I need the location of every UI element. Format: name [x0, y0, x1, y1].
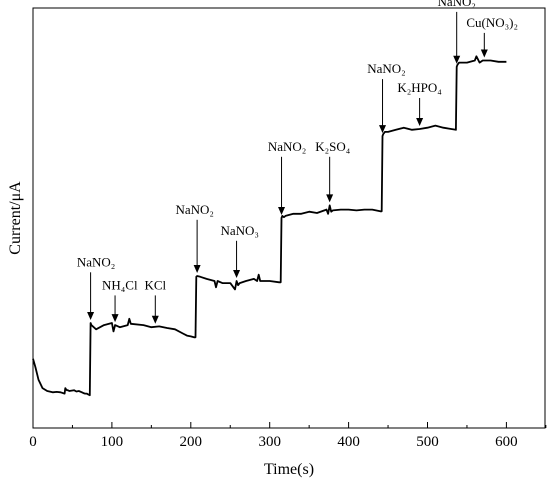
annotation-arrow-head [193, 264, 201, 273]
annotation-label: Cu(NO₃)₂ [466, 15, 518, 30]
y-axis-title: Current/μA [7, 181, 24, 255]
annotation: NaNO₂ [176, 202, 214, 273]
annotation: NaNO₃ [220, 223, 259, 278]
x-tick-label: 600 [495, 434, 518, 450]
annotation-label: NH₄Cl [102, 277, 138, 292]
x-tick-label: 500 [416, 434, 439, 450]
annotation-arrow-head [87, 312, 95, 320]
x-tick-label: 200 [180, 434, 203, 450]
annotation-label: NaNO₃ [220, 223, 258, 238]
annotation-arrow-head [151, 315, 159, 324]
annotation: NH₄Cl [102, 277, 138, 323]
annotation-arrow-head [453, 55, 461, 64]
x-axis-title: Time(s) [264, 461, 314, 478]
x-tick-label: 400 [337, 434, 360, 450]
annotation: NaNO₂ [437, 0, 476, 64]
x-tick-label: 100 [101, 434, 124, 450]
annotation-arrow-head [416, 117, 424, 126]
annotation-label: NaNO₂ [176, 202, 214, 217]
annotation-label: K₂SO₄ [315, 139, 351, 154]
annotation-arrow-head [233, 270, 241, 278]
annotation-label: NaNO₂ [367, 61, 405, 76]
annotation: NaNO₂ [77, 254, 115, 320]
annotation: NaNO₂ [367, 61, 406, 134]
annotation: NaNO₂ [268, 139, 306, 215]
x-axis-ticks: 0 100 200 300 400 500 600 [29, 422, 547, 450]
annotation: K₂HPO₄ [397, 80, 442, 126]
annotation-arrow-head [379, 125, 387, 134]
annotation-arrow-head [111, 314, 119, 323]
annotation: KCl [144, 277, 167, 324]
annotation: Cu(NO₃)₂ [466, 15, 518, 58]
series-line [32, 55, 507, 397]
annotation-label: NaNO₂ [437, 0, 475, 9]
x-tick-label: 0 [29, 434, 37, 450]
plot-frame [32, 7, 546, 429]
annotation-arrow-head [326, 194, 334, 203]
annotation-label: NaNO₂ [77, 254, 115, 269]
annotation-arrow-head [278, 207, 286, 215]
annotation-label: NaNO₂ [268, 139, 306, 154]
x-tick-label: 300 [258, 434, 281, 450]
annotation-arrow-head [480, 49, 488, 58]
annotation-label: K₂HPO₄ [397, 80, 442, 95]
annotations: NaNO₂ NH₄Cl KCl NaNO₂ NaNO₃ NaNO₂ K₂SO₄ NaNO₂ K₂… [77, 0, 518, 324]
annotation: K₂SO₄ [315, 139, 351, 203]
annotation-label: KCl [144, 277, 166, 292]
